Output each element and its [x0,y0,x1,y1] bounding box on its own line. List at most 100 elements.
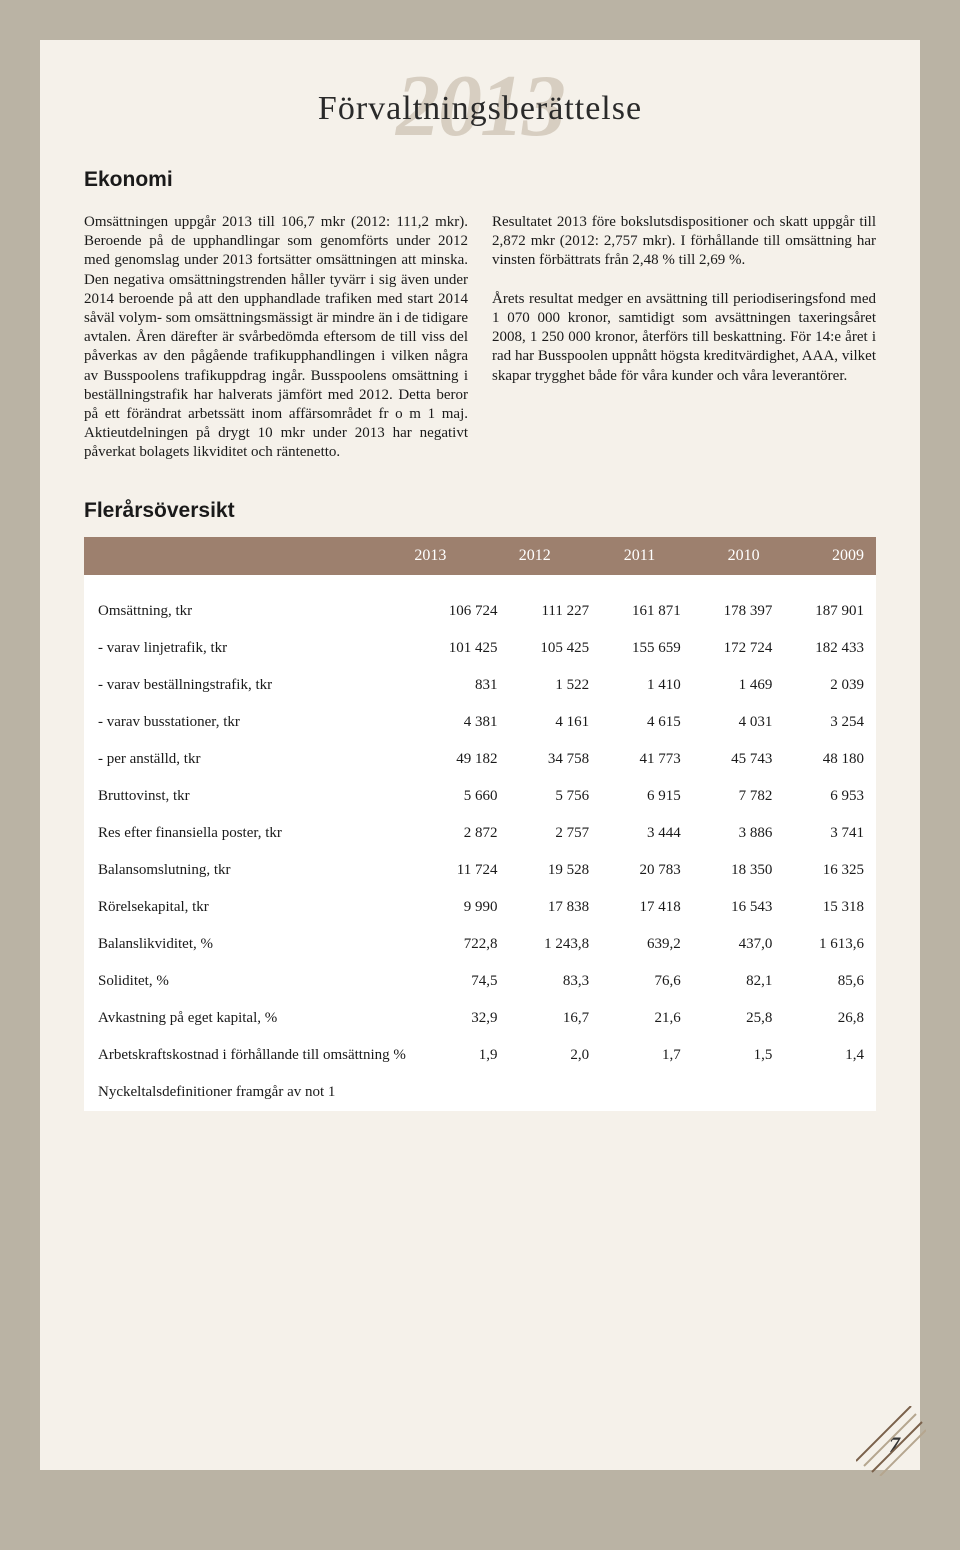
row-val: 16 325 [784,852,876,889]
row-label: Balanslikviditet, % [84,926,418,963]
row-val: 1 613,6 [784,926,876,963]
row-val: 722,8 [418,926,510,963]
row-val: 17 838 [509,889,601,926]
table-year-header: 2013 2012 2011 2010 2009 [84,537,876,575]
row-label: - varav linjetrafik, tkr [84,630,418,667]
flerars-heading: Flerårsöversikt [84,499,876,523]
row-val: 26,8 [784,1000,876,1037]
col-year: 2011 [563,537,667,575]
row-val: 6 915 [601,778,693,815]
row-val: 437,0 [693,926,785,963]
row-val: 111 227 [509,575,601,630]
row-val: 3 741 [784,815,876,852]
row-val: 831 [418,667,510,704]
row-val: 172 724 [693,630,785,667]
table-row: Balanslikviditet, % 722,8 1 243,8 639,2 … [84,926,876,963]
row-label: Avkastning på eget kapital, % [84,1000,418,1037]
row-val: 6 953 [784,778,876,815]
flerars-table: 2013 2012 2011 2010 2009 Omsättning, tkr… [84,537,876,1111]
row-val: 7 782 [693,778,785,815]
table-row: - varav busstationer, tkr 4 381 4 161 4 … [84,704,876,741]
table-note-row: Nyckeltalsdefinitioner framgår av not 1 [84,1074,876,1111]
table-note: Nyckeltalsdefinitioner framgår av not 1 [84,1074,876,1111]
table-row: - per anställd, tkr 49 182 34 758 41 773… [84,741,876,778]
row-val: 161 871 [601,575,693,630]
row-label: Res efter finansiella poster, tkr [84,815,418,852]
row-label: Balansomslutning, tkr [84,852,418,889]
kpi-table: Omsättning, tkr 106 724 111 227 161 871 … [84,575,876,1111]
row-label: Bruttovinst, tkr [84,778,418,815]
row-val: 4 615 [601,704,693,741]
row-val: 1,7 [601,1037,693,1074]
row-val: 639,2 [601,926,693,963]
page-number: 7 [889,1432,900,1458]
row-label: Rörelsekapital, tkr [84,889,418,926]
row-val: 20 783 [601,852,693,889]
row-val: 3 444 [601,815,693,852]
row-val: 1 243,8 [509,926,601,963]
table-row: - varav beställningstrafik, tkr 831 1 52… [84,667,876,704]
row-label: Soliditet, % [84,963,418,1000]
row-val: 11 724 [418,852,510,889]
row-val: 17 418 [601,889,693,926]
row-val: 41 773 [601,741,693,778]
row-val: 82,1 [693,963,785,1000]
row-val: 187 901 [784,575,876,630]
ekonomi-left-paragraph: Omsättningen uppgår 2013 till 106,7 mkr … [84,213,468,462]
col-year: 2013 [354,537,458,575]
row-val: 76,6 [601,963,693,1000]
row-val: 5 756 [509,778,601,815]
table-row: Omsättning, tkr 106 724 111 227 161 871 … [84,575,876,630]
row-val: 18 350 [693,852,785,889]
row-val: 1 522 [509,667,601,704]
row-val: 1,4 [784,1037,876,1074]
row-val: 2 039 [784,667,876,704]
row-val: 45 743 [693,741,785,778]
table-row: Rörelsekapital, tkr 9 990 17 838 17 418 … [84,889,876,926]
table-row: Balansomslutning, tkr 11 724 19 528 20 7… [84,852,876,889]
row-val: 155 659 [601,630,693,667]
row-val: 106 724 [418,575,510,630]
col-year: 2010 [667,537,771,575]
ekonomi-right-paragraph: Resultatet 2013 före bokslutsdisposition… [492,213,876,462]
row-val: 15 318 [784,889,876,926]
row-val: 2,0 [509,1037,601,1074]
row-val: 34 758 [509,741,601,778]
row-val: 182 433 [784,630,876,667]
row-val: 105 425 [509,630,601,667]
table-row: Res efter finansiella poster, tkr 2 872 … [84,815,876,852]
table-row: Soliditet, % 74,5 83,3 76,6 82,1 85,6 [84,963,876,1000]
row-val: 19 528 [509,852,601,889]
row-label: - varav busstationer, tkr [84,704,418,741]
row-val: 16,7 [509,1000,601,1037]
table-row: Avkastning på eget kapital, % 32,9 16,7 … [84,1000,876,1037]
col-year: 2012 [458,537,562,575]
ekonomi-body: Omsättningen uppgår 2013 till 106,7 mkr … [84,198,876,477]
document-header: 2013 Förvaltningsberättelse [84,80,876,160]
page-container: 2013 Förvaltningsberättelse Ekonomi Omsä… [40,40,920,1470]
table-row: Bruttovinst, tkr 5 660 5 756 6 915 7 782… [84,778,876,815]
row-val: 101 425 [418,630,510,667]
row-val: 1 410 [601,667,693,704]
row-val: 4 161 [509,704,601,741]
ekonomi-heading: Ekonomi [84,168,876,192]
row-val: 25,8 [693,1000,785,1037]
row-val: 1 469 [693,667,785,704]
row-label: Arbetskraftskostnad i förhållande till o… [84,1037,418,1074]
row-label: Omsättning, tkr [84,575,418,630]
row-val: 3 254 [784,704,876,741]
row-val: 85,6 [784,963,876,1000]
row-val: 2 757 [509,815,601,852]
document-title: Förvaltningsberättelse [84,80,876,128]
row-label: - per anställd, tkr [84,741,418,778]
table-row: Arbetskraftskostnad i förhållande till o… [84,1037,876,1074]
row-val: 5 660 [418,778,510,815]
col-year: 2009 [772,537,876,575]
row-val: 74,5 [418,963,510,1000]
row-val: 16 543 [693,889,785,926]
row-val: 2 872 [418,815,510,852]
row-val: 1,9 [418,1037,510,1074]
row-val: 3 886 [693,815,785,852]
row-val: 49 182 [418,741,510,778]
row-val: 4 031 [693,704,785,741]
